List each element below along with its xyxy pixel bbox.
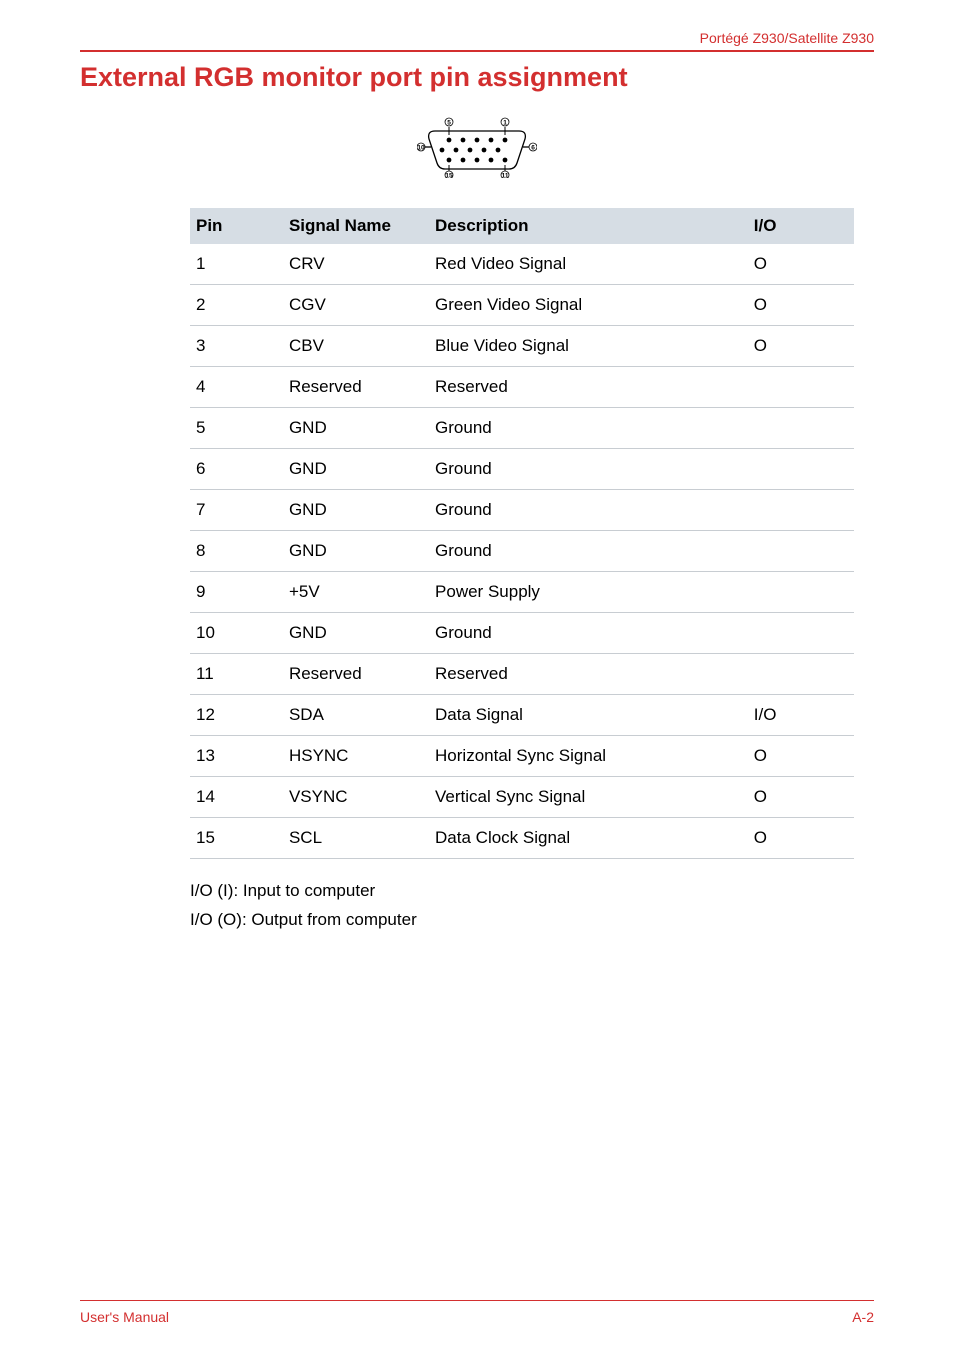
pin-label-1: 1	[503, 119, 507, 126]
cell-pin: 2	[190, 285, 283, 326]
cell-desc: Vertical Sync Signal	[429, 777, 748, 818]
page-footer: User's Manual A-2	[80, 1300, 874, 1325]
cell-io: O	[748, 736, 854, 777]
table-row: 2CGVGreen Video SignalO	[190, 285, 854, 326]
cell-pin: 15	[190, 818, 283, 859]
table-row: 9+5VPower Supply	[190, 572, 854, 613]
cell-pin: 8	[190, 531, 283, 572]
col-header-pin: Pin	[190, 208, 283, 244]
table-row: 4ReservedReserved	[190, 367, 854, 408]
cell-signal: Reserved	[283, 654, 429, 695]
cell-io	[748, 654, 854, 695]
page-container: Portégé Z930/Satellite Z930 External RGB…	[0, 0, 954, 1345]
cell-signal: Reserved	[283, 367, 429, 408]
footer-right: A-2	[852, 1309, 874, 1325]
table-row: 1CRVRed Video SignalO	[190, 244, 854, 285]
cell-desc: Reserved	[429, 367, 748, 408]
cell-pin: 6	[190, 449, 283, 490]
cell-desc: Horizontal Sync Signal	[429, 736, 748, 777]
cell-desc: Ground	[429, 531, 748, 572]
cell-io: O	[748, 818, 854, 859]
footer-left: User's Manual	[80, 1309, 169, 1325]
cell-desc: Ground	[429, 490, 748, 531]
table-row: 12SDAData SignalI/O	[190, 695, 854, 736]
cell-desc: Ground	[429, 613, 748, 654]
cell-signal: CGV	[283, 285, 429, 326]
cell-io	[748, 531, 854, 572]
cell-desc: Ground	[429, 408, 748, 449]
cell-pin: 4	[190, 367, 283, 408]
table-row: 13HSYNCHorizontal Sync SignalO	[190, 736, 854, 777]
cell-io: I/O	[748, 695, 854, 736]
cell-pin: 14	[190, 777, 283, 818]
cell-pin: 10	[190, 613, 283, 654]
cell-signal: GND	[283, 449, 429, 490]
cell-signal: VSYNC	[283, 777, 429, 818]
cell-signal: GND	[283, 613, 429, 654]
header-product: Portégé Z930/Satellite Z930	[80, 30, 874, 52]
cell-pin: 1	[190, 244, 283, 285]
cell-io	[748, 449, 854, 490]
cell-pin: 3	[190, 326, 283, 367]
cell-io: O	[748, 326, 854, 367]
cell-pin: 12	[190, 695, 283, 736]
cell-signal: GND	[283, 531, 429, 572]
cell-io	[748, 572, 854, 613]
pin-assignment-table: Pin Signal Name Description I/O 1CRVRed …	[190, 208, 854, 859]
cell-io	[748, 408, 854, 449]
table-row: 5GNDGround	[190, 408, 854, 449]
cell-io	[748, 613, 854, 654]
cell-signal: HSYNC	[283, 736, 429, 777]
cell-desc: Power Supply	[429, 572, 748, 613]
table-row: 10GNDGround	[190, 613, 854, 654]
cell-io: O	[748, 777, 854, 818]
cell-desc: Reserved	[429, 654, 748, 695]
table-row: 15SCLData Clock SignalO	[190, 818, 854, 859]
col-header-signal: Signal Name	[283, 208, 429, 244]
cell-io: O	[748, 285, 854, 326]
cell-pin: 13	[190, 736, 283, 777]
cell-signal: CBV	[283, 326, 429, 367]
cell-io: O	[748, 244, 854, 285]
pin-label-15: 15	[445, 172, 453, 178]
cell-desc: Data Clock Signal	[429, 818, 748, 859]
table-row: 6GNDGround	[190, 449, 854, 490]
pin-label-5: 5	[447, 119, 451, 126]
table-row: 3CBVBlue Video SignalO	[190, 326, 854, 367]
table-header-row: Pin Signal Name Description I/O	[190, 208, 854, 244]
cell-signal: SDA	[283, 695, 429, 736]
cell-desc: Green Video Signal	[429, 285, 748, 326]
cell-signal: GND	[283, 490, 429, 531]
table-row: 14VSYNCVertical Sync SignalO	[190, 777, 854, 818]
note-input: I/O (I): Input to computer	[190, 877, 854, 906]
cell-desc: Ground	[429, 449, 748, 490]
table-row: 7GNDGround	[190, 490, 854, 531]
cell-desc: Red Video Signal	[429, 244, 748, 285]
cell-signal: GND	[283, 408, 429, 449]
content-area: Pin Signal Name Description I/O 1CRVRed …	[80, 208, 874, 935]
cell-io	[748, 490, 854, 531]
pin-label-11: 11	[502, 172, 509, 178]
pin-label-6: 6	[531, 144, 535, 151]
cell-desc: Data Signal	[429, 695, 748, 736]
cell-pin: 11	[190, 654, 283, 695]
cell-io	[748, 367, 854, 408]
cell-pin: 9	[190, 572, 283, 613]
col-header-io: I/O	[748, 208, 854, 244]
pin-label-10: 10	[417, 144, 425, 151]
col-header-description: Description	[429, 208, 748, 244]
table-row: 8GNDGround	[190, 531, 854, 572]
io-notes: I/O (I): Input to computer I/O (O): Outp…	[190, 877, 854, 935]
cell-pin: 7	[190, 490, 283, 531]
table-row: 11ReservedReserved	[190, 654, 854, 695]
page-title: External RGB monitor port pin assignment	[80, 62, 874, 93]
cell-signal: +5V	[283, 572, 429, 613]
connector-diagram: 5 1 10 6 15 11	[80, 113, 874, 183]
note-output: I/O (O): Output from computer	[190, 906, 854, 935]
cell-signal: SCL	[283, 818, 429, 859]
cell-desc: Blue Video Signal	[429, 326, 748, 367]
cell-pin: 5	[190, 408, 283, 449]
vga-connector-icon: 5 1 10 6 15 11	[417, 113, 537, 178]
cell-signal: CRV	[283, 244, 429, 285]
